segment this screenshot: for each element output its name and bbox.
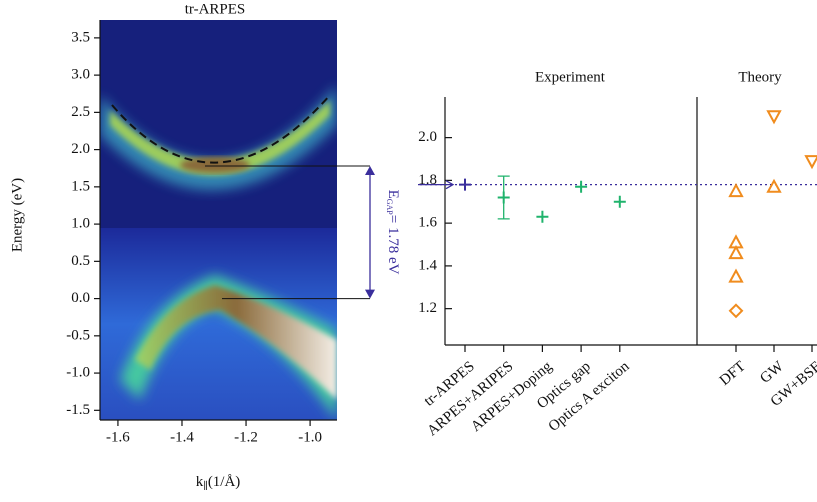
gap-annotation: EGAP= 1.78 eV [385, 190, 401, 275]
intensity-map [100, 20, 337, 420]
y-tick-label: 1.0 [71, 216, 90, 232]
x-label-symbol: k [196, 474, 204, 490]
gap-subscript: GAP [385, 199, 394, 216]
group-label: Experiment [535, 69, 606, 85]
x-axis-label: k∥(1/Å) [196, 474, 241, 492]
marker [459, 178, 471, 191]
y-tick-label: 0.0 [71, 290, 90, 306]
y-tick-label: 1.6 [418, 215, 437, 231]
marker [728, 244, 744, 260]
y-tick-label: 2.5 [71, 104, 90, 120]
gap-symbol: E [385, 190, 401, 199]
x-tick-label: -1.4 [170, 429, 194, 445]
y-tick-label: -0.5 [66, 327, 90, 343]
group-label: Theory [738, 69, 782, 85]
marker [536, 210, 549, 223]
x-tick-label: DFT [717, 358, 749, 388]
marker [497, 191, 510, 204]
marker [575, 180, 588, 193]
y-tick-label: 1.5 [71, 178, 90, 194]
marker [728, 268, 744, 283]
dispersion-guide [111, 94, 331, 164]
reference-arrow [418, 180, 455, 190]
marker [766, 178, 782, 193]
marker [728, 182, 744, 198]
x-tick-label: GW [757, 358, 787, 387]
y-axis-label: Energy (eV) [9, 178, 25, 252]
y-tick-label: 1.4 [418, 257, 437, 273]
marker [613, 195, 626, 208]
x-label-subscript: ∥ [203, 480, 208, 492]
y-tick-label: 3.0 [71, 67, 90, 83]
y-tick-label: 1.8 [418, 172, 437, 188]
y-tick-label: 3.5 [71, 29, 90, 45]
x-label-unit: (1/Å) [208, 474, 241, 490]
panel-title: tr-ARPES [185, 1, 246, 17]
y-tick-label: 2.0 [71, 141, 90, 157]
marker [766, 110, 782, 125]
y-tick-label: -1.0 [66, 365, 90, 381]
y-tick-label: -1.5 [66, 402, 90, 418]
gap-text: = 1.78 eV [385, 215, 401, 275]
y-tick-label: 1.2 [418, 300, 437, 316]
x-tick-label: -1.6 [106, 429, 130, 445]
x-tick-label: -1.2 [234, 429, 258, 445]
y-tick-label: 2.0 [418, 129, 437, 145]
x-tick-label: -1.0 [298, 429, 322, 445]
y-tick-label: 0.5 [71, 253, 90, 269]
marker [728, 303, 744, 319]
marker [804, 155, 817, 170]
